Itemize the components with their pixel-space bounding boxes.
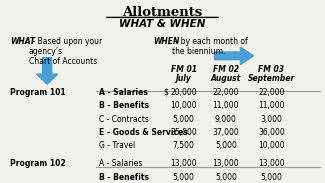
Text: – Based upon your
agency’s
Chart of Accounts: – Based upon your agency’s Chart of Acco…	[29, 37, 102, 66]
Text: 22,000: 22,000	[258, 88, 285, 97]
Text: 22,000: 22,000	[213, 88, 239, 97]
Text: 10,000: 10,000	[170, 101, 197, 110]
Text: 20,000: 20,000	[170, 88, 197, 97]
Text: E - Goods & Services: E - Goods & Services	[99, 128, 188, 137]
Text: FM 01: FM 01	[171, 65, 197, 74]
Text: 10,000: 10,000	[258, 141, 285, 150]
Text: 5,000: 5,000	[260, 173, 282, 182]
Text: 9,000: 9,000	[215, 115, 237, 124]
Text: C - Contracts: C - Contracts	[99, 115, 149, 124]
Text: 11,000: 11,000	[258, 101, 285, 110]
Text: FM 02: FM 02	[213, 65, 239, 74]
Text: A - Salaries: A - Salaries	[99, 159, 142, 168]
Text: 13,000: 13,000	[170, 159, 197, 168]
Text: 36,000: 36,000	[258, 128, 285, 137]
Text: G - Travel: G - Travel	[99, 141, 136, 150]
Text: Allotments: Allotments	[123, 6, 202, 19]
FancyArrow shape	[36, 58, 58, 84]
Text: 35,000: 35,000	[170, 128, 197, 137]
Text: 11,000: 11,000	[213, 101, 239, 110]
Text: 3,000: 3,000	[260, 115, 282, 124]
Text: WHAT: WHAT	[10, 37, 35, 46]
Text: B - Benefits: B - Benefits	[99, 173, 149, 182]
Text: 13,000: 13,000	[213, 159, 239, 168]
Text: 5,000: 5,000	[173, 173, 195, 182]
Text: Program 101: Program 101	[10, 88, 65, 97]
Text: July: July	[176, 74, 191, 83]
Text: 7,500: 7,500	[173, 141, 195, 150]
Text: 37,000: 37,000	[213, 128, 239, 137]
Text: !: !	[101, 145, 104, 151]
Text: 5,000: 5,000	[173, 115, 195, 124]
Text: 5,000: 5,000	[215, 141, 237, 150]
Text: – by each month of
the biennium.: – by each month of the biennium.	[172, 37, 247, 56]
Text: August: August	[211, 74, 241, 83]
Text: A - Salaries: A - Salaries	[99, 88, 148, 97]
Text: 13,000: 13,000	[258, 159, 285, 168]
Text: WHEN: WHEN	[153, 37, 179, 46]
Text: Program 102: Program 102	[10, 159, 65, 168]
Text: $: $	[163, 88, 168, 97]
Text: WHAT & WHEN: WHAT & WHEN	[119, 19, 206, 29]
Text: 5,000: 5,000	[215, 173, 237, 182]
FancyArrow shape	[214, 47, 254, 65]
Text: September: September	[248, 74, 295, 83]
Text: FM 03: FM 03	[258, 65, 284, 74]
Text: B - Benefits: B - Benefits	[99, 101, 149, 110]
